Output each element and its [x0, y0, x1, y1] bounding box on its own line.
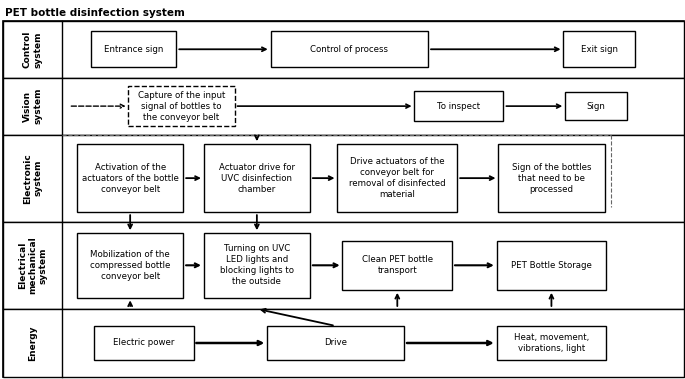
Text: Clean PET bottle
transport: Clean PET bottle transport [362, 255, 433, 276]
Text: Control of process: Control of process [310, 45, 388, 54]
FancyBboxPatch shape [565, 92, 627, 121]
FancyBboxPatch shape [497, 326, 606, 360]
Text: Control
system: Control system [23, 31, 42, 68]
Text: Electric power: Electric power [113, 338, 175, 348]
Text: Energy: Energy [28, 325, 37, 361]
FancyBboxPatch shape [414, 91, 503, 121]
Text: Vision
system: Vision system [23, 88, 42, 124]
Text: To inspect: To inspect [438, 102, 480, 111]
Text: Turning on UVC
LED lights and
blocking lights to
the outside: Turning on UVC LED lights and blocking l… [220, 244, 294, 287]
Text: Sign of the bottles
that need to be
processed: Sign of the bottles that need to be proc… [512, 163, 591, 194]
FancyBboxPatch shape [271, 31, 428, 67]
Text: Heat, movement,
vibrations, light: Heat, movement, vibrations, light [514, 333, 589, 353]
FancyBboxPatch shape [204, 144, 310, 212]
FancyBboxPatch shape [90, 31, 177, 67]
FancyBboxPatch shape [3, 135, 684, 222]
FancyBboxPatch shape [3, 21, 684, 78]
Text: Electronic
system: Electronic system [23, 153, 42, 204]
Text: Activation of the
actuators of the bottle
conveyor belt: Activation of the actuators of the bottl… [82, 163, 179, 194]
FancyBboxPatch shape [204, 233, 310, 298]
Text: Exit sign: Exit sign [581, 45, 618, 54]
FancyBboxPatch shape [337, 144, 458, 212]
Text: Entrance sign: Entrance sign [104, 45, 163, 54]
Text: PET bottle disinfection system: PET bottle disinfection system [5, 8, 186, 18]
Text: Drive actuators of the
conveyor belt for
removal of disinfected
material: Drive actuators of the conveyor belt for… [349, 157, 446, 199]
FancyBboxPatch shape [342, 241, 452, 290]
Text: Actuator drive for
UVC disinfection
chamber: Actuator drive for UVC disinfection cham… [219, 163, 295, 194]
FancyBboxPatch shape [3, 21, 684, 377]
FancyBboxPatch shape [129, 86, 234, 126]
Text: Capture of the input
signal of bottles to
the conveyor belt: Capture of the input signal of bottles t… [138, 91, 225, 122]
FancyBboxPatch shape [267, 326, 404, 360]
FancyBboxPatch shape [95, 326, 193, 360]
Text: Sign: Sign [586, 102, 606, 111]
FancyBboxPatch shape [77, 144, 184, 212]
FancyBboxPatch shape [3, 222, 684, 309]
Text: Mobilization of the
compressed bottle
conveyor belt: Mobilization of the compressed bottle co… [90, 250, 171, 281]
Text: Drive: Drive [324, 338, 347, 348]
FancyBboxPatch shape [497, 241, 606, 290]
FancyBboxPatch shape [3, 78, 684, 135]
Text: Electrical
mechanical
system: Electrical mechanical system [18, 236, 47, 294]
FancyBboxPatch shape [499, 144, 605, 212]
FancyBboxPatch shape [3, 309, 684, 377]
Text: PET Bottle Storage: PET Bottle Storage [511, 261, 592, 270]
FancyBboxPatch shape [563, 31, 635, 67]
FancyBboxPatch shape [77, 233, 184, 298]
